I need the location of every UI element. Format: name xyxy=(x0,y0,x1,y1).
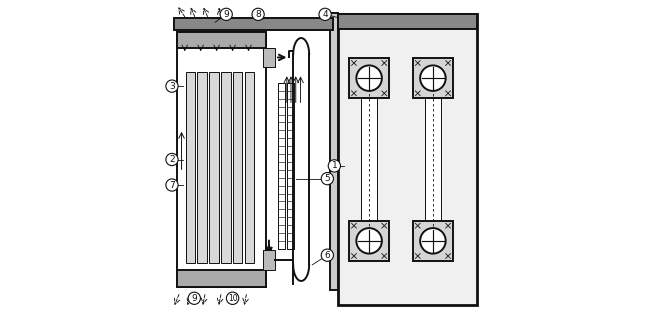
Bar xyxy=(177,270,266,287)
Text: 8: 8 xyxy=(255,10,261,19)
Text: 6: 6 xyxy=(324,251,330,260)
Bar xyxy=(338,14,477,29)
Circle shape xyxy=(420,65,446,91)
Text: 9: 9 xyxy=(223,10,229,19)
Text: 9: 9 xyxy=(192,294,197,303)
Circle shape xyxy=(356,228,382,254)
Text: 4: 4 xyxy=(322,10,328,19)
Bar xyxy=(349,221,389,261)
Bar xyxy=(425,98,441,221)
Bar xyxy=(413,221,453,261)
Bar xyxy=(197,72,207,263)
Bar xyxy=(330,13,338,290)
Bar xyxy=(221,72,231,263)
Bar xyxy=(209,72,219,263)
Text: 3: 3 xyxy=(169,82,175,91)
Circle shape xyxy=(356,65,382,91)
Bar xyxy=(173,18,333,30)
Bar xyxy=(349,58,389,98)
Text: 5: 5 xyxy=(324,174,330,183)
Bar xyxy=(233,72,243,263)
Circle shape xyxy=(420,228,446,254)
Bar xyxy=(263,250,275,270)
Bar xyxy=(186,72,195,263)
Bar xyxy=(413,58,453,98)
Bar xyxy=(338,14,477,305)
Bar xyxy=(287,83,294,249)
Text: 7: 7 xyxy=(169,181,175,189)
Bar xyxy=(278,83,285,249)
Bar xyxy=(177,32,266,48)
Bar xyxy=(361,98,377,221)
Text: 10: 10 xyxy=(228,294,237,303)
Bar xyxy=(177,32,266,287)
Bar xyxy=(263,48,275,67)
Text: 2: 2 xyxy=(169,155,175,164)
Text: 1: 1 xyxy=(331,161,337,170)
Bar xyxy=(245,72,254,263)
